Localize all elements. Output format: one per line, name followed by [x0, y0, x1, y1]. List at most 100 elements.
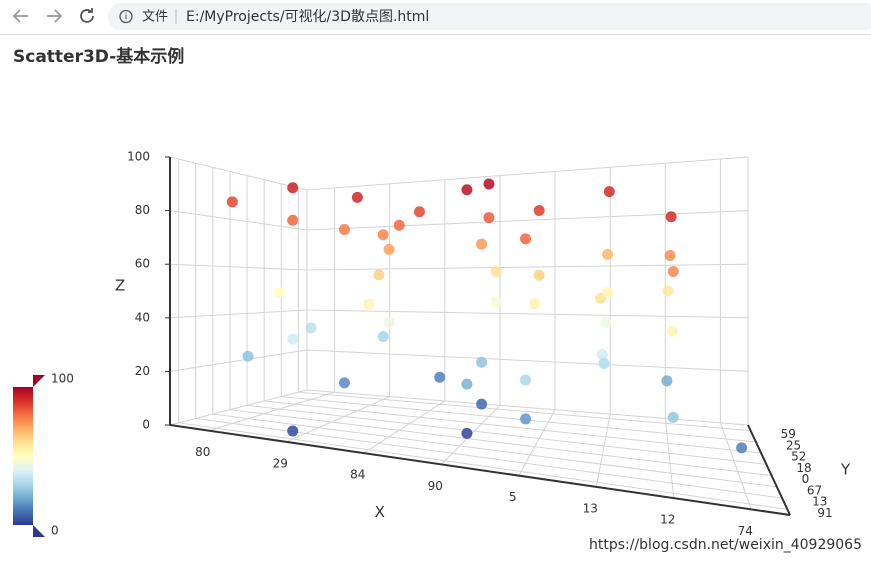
- grid-line: [281, 396, 756, 443]
- point: [520, 233, 532, 245]
- point: [529, 298, 541, 310]
- reload-button[interactable]: [80, 8, 94, 23]
- y-axis-label: Y: [840, 461, 851, 479]
- grid-line: [169, 156, 308, 191]
- grid-line: [306, 309, 749, 319]
- visual-map-bar: [13, 387, 33, 525]
- point: [533, 269, 545, 281]
- chart-title: Scatter3D-基本示例: [13, 46, 184, 67]
- point: [596, 349, 608, 361]
- point: [377, 331, 389, 343]
- grid-line: [169, 210, 308, 231]
- grid-line: [212, 413, 777, 488]
- point: [665, 211, 677, 223]
- y-tick-label: 67: [807, 483, 822, 497]
- grid-line: [306, 349, 749, 372]
- x-tick-label: 74: [738, 524, 753, 538]
- x-axis-label: X: [375, 503, 385, 521]
- grid-line: [518, 409, 556, 476]
- point: [377, 229, 389, 241]
- point: [287, 182, 299, 194]
- point: [600, 316, 612, 328]
- z-tick-label: 0: [142, 418, 150, 432]
- point: [476, 398, 488, 410]
- grid-line: [229, 409, 772, 477]
- visual-map-handle: [33, 375, 45, 387]
- y-tick-label: 13: [812, 495, 827, 509]
- grid-line: [306, 210, 749, 231]
- point: [461, 378, 473, 390]
- x-tick-label: 13: [583, 501, 598, 515]
- grid-line: [286, 396, 390, 443]
- grid-line: [719, 422, 752, 510]
- point: [383, 316, 395, 328]
- point: [667, 411, 679, 423]
- grid-line: [208, 391, 335, 432]
- x-tick-label: 12: [660, 513, 675, 527]
- security-label: 文件: [142, 10, 168, 25]
- grid-line: [306, 156, 749, 191]
- visual-map-max: 100: [51, 372, 74, 386]
- grid-line: [595, 413, 611, 487]
- y-tick-label: 0: [802, 472, 810, 486]
- grid-line: [169, 263, 308, 271]
- x-tick-label: 80: [195, 445, 210, 459]
- x-tick-label: 84: [350, 468, 365, 482]
- z-tick-label: 20: [135, 364, 150, 378]
- info-glyph: i: [125, 13, 128, 23]
- point: [662, 285, 674, 297]
- visual-map-min: 0: [51, 524, 59, 538]
- grid-line: [264, 400, 762, 454]
- point: [305, 322, 317, 334]
- grid-line: [169, 389, 308, 426]
- chart: 0204060801008029849051312745925521806713…: [13, 150, 851, 538]
- z-tick-label: 100: [127, 150, 150, 164]
- x-axis: [169, 424, 791, 516]
- point: [736, 442, 748, 454]
- watermark: https://blog.csdn.net/weixin_40929065: [589, 537, 862, 553]
- y-tick-label: 25: [786, 438, 801, 452]
- point: [667, 266, 679, 278]
- point: [363, 298, 375, 310]
- point: [351, 191, 363, 203]
- point: [242, 350, 254, 362]
- point: [666, 325, 678, 337]
- grid-line: [306, 263, 749, 271]
- point: [383, 243, 395, 255]
- point: [461, 184, 473, 196]
- point: [226, 196, 238, 208]
- grid-line: [298, 391, 751, 432]
- url: E:/MyProjects/可视化/3D散点图.html: [186, 9, 429, 25]
- y-axis: [747, 424, 791, 516]
- z-axis-label: Z: [115, 277, 125, 295]
- point: [603, 186, 615, 198]
- y-tick-label: 91: [817, 506, 832, 520]
- point: [413, 206, 425, 218]
- x-tick-label: 90: [428, 479, 443, 493]
- visual-map-handle: [33, 525, 45, 537]
- point: [287, 425, 299, 437]
- point: [434, 371, 446, 383]
- z-tick-label: 60: [135, 257, 150, 271]
- grid-line: [169, 309, 308, 319]
- point: [661, 375, 673, 387]
- point: [287, 333, 299, 345]
- grid-line: [247, 404, 767, 465]
- point: [483, 212, 495, 224]
- forward-button[interactable]: [47, 9, 63, 23]
- back-button[interactable]: [12, 9, 28, 23]
- info-icon[interactable]: [119, 9, 133, 24]
- point: [602, 287, 614, 299]
- point: [520, 413, 532, 425]
- point: [338, 224, 350, 236]
- point: [476, 356, 488, 368]
- y-tick-label: 59: [781, 427, 796, 441]
- grid-line: [363, 400, 446, 454]
- point: [520, 374, 532, 386]
- point: [461, 427, 473, 439]
- address-bar[interactable]: [108, 3, 871, 30]
- x-tick-label: 29: [273, 456, 288, 470]
- point: [274, 286, 286, 298]
